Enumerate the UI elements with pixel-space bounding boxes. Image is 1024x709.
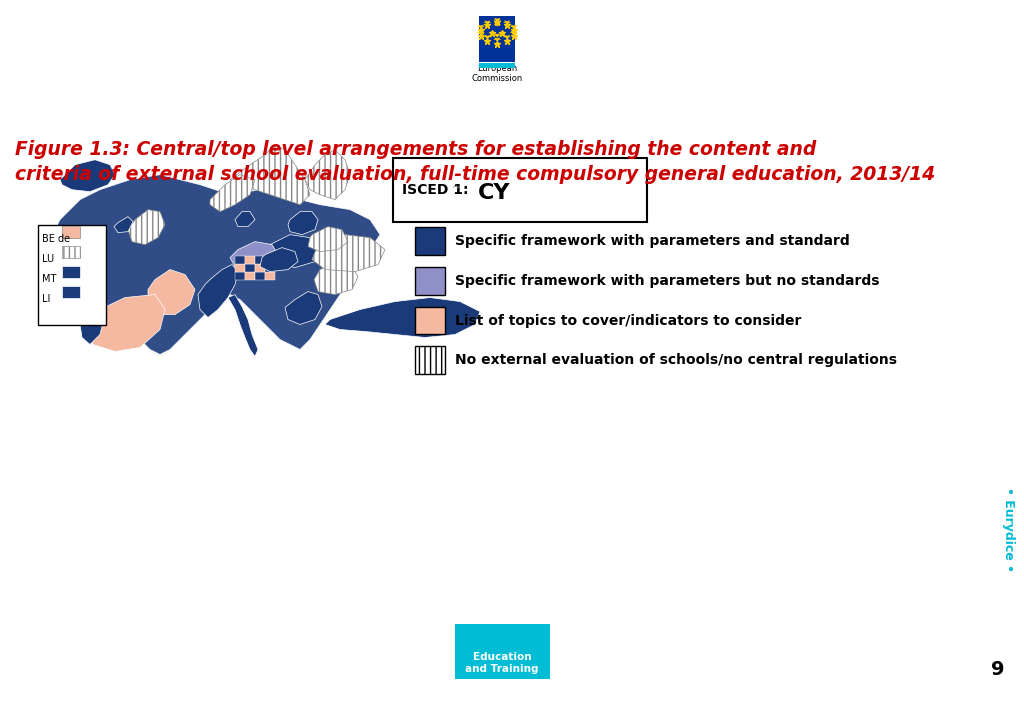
Text: Education
and Training: Education and Training	[465, 652, 539, 674]
Polygon shape	[503, 35, 511, 40]
Text: Specific framework with parameters but no standards: Specific framework with parameters but n…	[455, 274, 880, 288]
Text: List of topics to cover/indicators to consider: List of topics to cover/indicators to co…	[455, 313, 802, 328]
Polygon shape	[494, 38, 502, 42]
Polygon shape	[510, 25, 518, 29]
Text: • Eurydice •: • Eurydice •	[1001, 487, 1015, 571]
Polygon shape	[265, 235, 319, 267]
Text: No external evaluation of schools/no central regulations: No external evaluation of schools/no cen…	[455, 354, 897, 367]
Bar	[479, 63, 515, 68]
Polygon shape	[234, 212, 255, 227]
Text: ~: ~	[452, 183, 461, 193]
Bar	[265, 264, 275, 272]
Bar	[255, 272, 265, 279]
Polygon shape	[114, 217, 133, 233]
Bar	[245, 256, 255, 264]
Polygon shape	[230, 242, 278, 269]
Polygon shape	[483, 21, 492, 25]
Bar	[245, 272, 255, 279]
Bar	[415, 306, 445, 335]
Text: 9: 9	[991, 660, 1005, 679]
Bar	[234, 264, 245, 272]
Polygon shape	[314, 262, 358, 294]
Polygon shape	[483, 35, 492, 40]
Polygon shape	[288, 212, 318, 235]
Bar	[62, 245, 80, 257]
Polygon shape	[305, 150, 350, 200]
FancyBboxPatch shape	[393, 157, 647, 222]
Polygon shape	[230, 145, 310, 205]
Polygon shape	[285, 291, 322, 325]
Text: LU: LU	[42, 254, 54, 264]
Polygon shape	[503, 21, 511, 25]
Bar	[455, 624, 550, 679]
Polygon shape	[55, 174, 380, 354]
Polygon shape	[148, 269, 195, 315]
Bar	[265, 256, 275, 264]
Bar	[245, 264, 255, 272]
Polygon shape	[128, 210, 165, 245]
Polygon shape	[198, 264, 238, 318]
Bar	[234, 272, 245, 279]
Polygon shape	[260, 247, 298, 272]
Bar	[265, 272, 275, 279]
Text: LI: LI	[42, 294, 50, 303]
Polygon shape	[510, 30, 518, 35]
Bar	[415, 227, 445, 255]
Polygon shape	[477, 30, 485, 35]
Bar	[234, 256, 245, 264]
Polygon shape	[312, 235, 385, 272]
Text: European
Commission: European Commission	[472, 64, 523, 83]
Bar	[255, 264, 265, 272]
Polygon shape	[308, 227, 348, 252]
Polygon shape	[210, 174, 255, 212]
Polygon shape	[494, 22, 502, 27]
Polygon shape	[80, 305, 105, 345]
Text: Specific framework with parameters and standard: Specific framework with parameters and s…	[455, 234, 850, 247]
Bar	[62, 225, 80, 238]
Polygon shape	[477, 25, 485, 29]
Text: BE de: BE de	[42, 234, 70, 244]
Text: MT: MT	[42, 274, 56, 284]
Bar	[255, 256, 265, 264]
Bar	[62, 266, 80, 277]
Text: Figure 1.3: Central/top level arrangements for establishing the content and: Figure 1.3: Central/top level arrangemen…	[15, 140, 816, 159]
Bar	[415, 347, 445, 374]
Bar	[62, 286, 80, 298]
Polygon shape	[325, 298, 480, 337]
Polygon shape	[494, 33, 502, 38]
Bar	[38, 225, 106, 325]
Text: ISCED 1:: ISCED 1:	[402, 183, 469, 196]
Polygon shape	[228, 294, 258, 357]
Text: CY: CY	[478, 183, 511, 203]
Polygon shape	[60, 160, 115, 191]
Bar	[415, 267, 445, 294]
Text: criteria of external school evaluation, full-time compulsory general education, : criteria of external school evaluation, …	[15, 164, 935, 184]
Polygon shape	[85, 294, 165, 352]
Polygon shape	[494, 18, 502, 23]
